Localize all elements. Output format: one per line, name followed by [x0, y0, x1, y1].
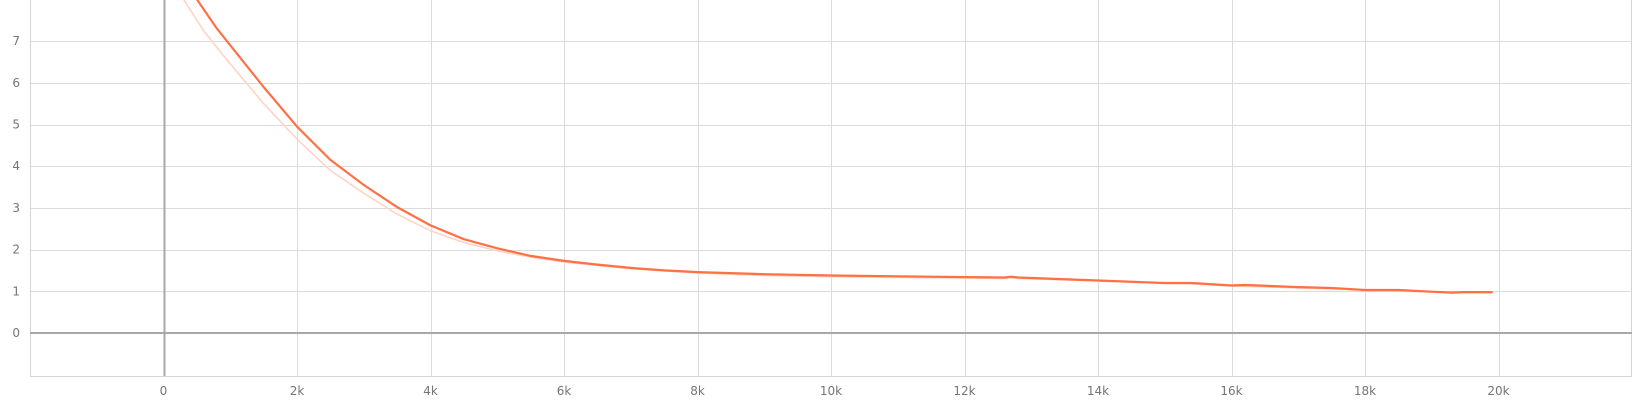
x-tick-label: 18k [1354, 384, 1376, 398]
y-tick-label: 7 [12, 34, 20, 48]
y-tick-label: 3 [12, 201, 20, 215]
x-tick-label: 14k [1087, 384, 1109, 398]
smoothed-series-line [195, 0, 1493, 294]
y-tick-label: 6 [12, 76, 20, 90]
y-tick-label: 0 [12, 326, 20, 340]
x-tick-label: 20k [1487, 384, 1509, 398]
x-tick-label: 16k [1220, 384, 1242, 398]
y-tick-label: 2 [12, 243, 20, 257]
raw-series-line [182, 0, 1493, 294]
x-tick-label: 12k [953, 384, 975, 398]
x-tick-label: 8k [690, 384, 705, 398]
series-lines [182, 0, 1493, 294]
x-tick-label: 6k [557, 384, 572, 398]
x-tick-label: 0 [160, 384, 168, 398]
x-tick-label: 2k [290, 384, 305, 398]
x-tick-label: 10k [820, 384, 842, 398]
y-tick-label: 1 [12, 284, 20, 298]
y-tick-label: 4 [12, 159, 20, 173]
tick-labels: 0 2k 4k 6k 8k 10k 12k 14k 16k 18k 20k 0 1 2 3 4 5 6 7 [12, 34, 1509, 398]
x-tick-label: 4k [423, 384, 438, 398]
axes [30, 0, 1632, 377]
gridlines [30, 0, 1632, 376]
y-tick-label: 5 [12, 118, 20, 132]
